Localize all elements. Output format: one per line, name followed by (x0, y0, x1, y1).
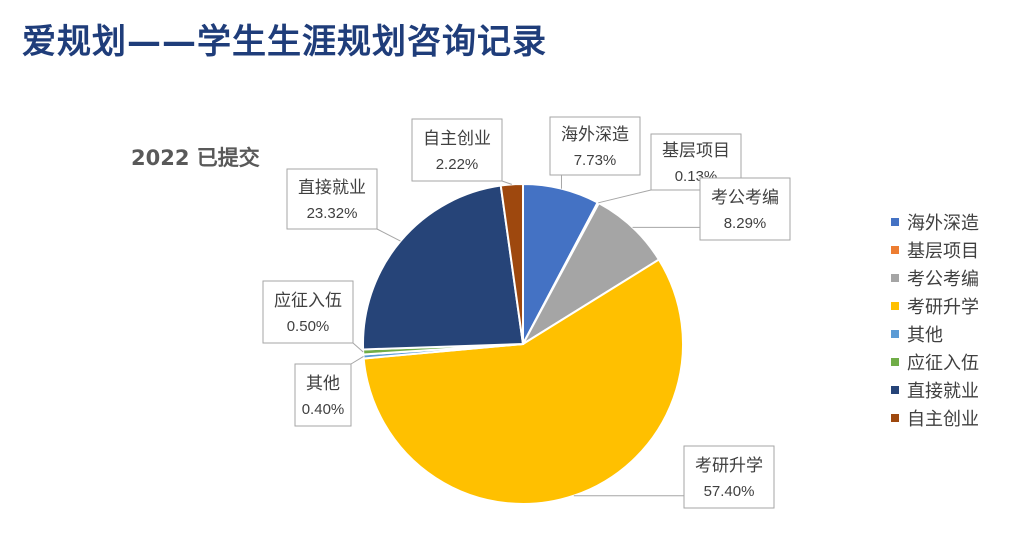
leader-line-5 (350, 356, 364, 365)
data-label-value: 7.73% (574, 152, 617, 169)
legend-item: 自主创业 (891, 404, 979, 432)
chart-title: 2022 已提交 (131, 146, 260, 170)
legend-item: 基层项目 (891, 236, 979, 264)
legend-swatch (891, 274, 899, 282)
legend-swatch (891, 414, 899, 422)
legend-label: 自主创业 (907, 409, 979, 430)
data-label-category: 直接就业 (298, 178, 366, 198)
legend-item: 应征入伍 (891, 348, 979, 376)
legend-swatch (891, 218, 899, 226)
legend-swatch (891, 246, 899, 254)
legend-item: 直接就业 (891, 376, 979, 404)
leader-line-2 (598, 189, 652, 204)
pie-slice-4 (362, 258, 684, 505)
data-label-box (683, 445, 775, 509)
legend-item: 其他 (891, 320, 979, 348)
legend-label: 考研升学 (907, 297, 979, 318)
leader-line-7 (376, 228, 401, 242)
data-label-box (549, 116, 641, 176)
data-label-category: 其他 (306, 374, 340, 394)
legend-label: 海外深造 (907, 213, 979, 234)
data-label-box (699, 177, 791, 241)
leader-line-6 (352, 342, 364, 353)
legend-label: 直接就业 (907, 381, 979, 402)
data-label-value: 23.32% (307, 205, 358, 222)
data-label-box (286, 168, 378, 230)
legend-swatch (891, 302, 899, 310)
legend-item: 考公考编 (891, 264, 979, 292)
data-label-7: 直接就业 23.32% (286, 168, 378, 230)
legend-label: 应征入伍 (907, 353, 979, 374)
data-label-value: 8.29% (724, 215, 767, 232)
data-label-box (262, 280, 354, 344)
data-label-value: 2.22% (436, 156, 479, 173)
data-label-value: 0.50% (287, 318, 330, 335)
data-label-4: 考研升学 57.40% (683, 445, 775, 509)
data-label-value: 0.40% (302, 401, 345, 418)
legend-swatch (891, 386, 899, 394)
data-label-category: 考公考编 (711, 188, 779, 208)
data-label-5: 其他 0.40% (294, 363, 352, 427)
label-leader-lines (350, 175, 700, 497)
data-label-8: 自主创业 2.22% (411, 118, 503, 182)
legend-label: 其他 (907, 325, 943, 346)
data-label-box (294, 363, 352, 427)
data-label-category: 基层项目 (662, 141, 730, 161)
pie-slices (362, 182, 684, 505)
legend-item: 考研升学 (891, 292, 979, 320)
page-title: 爱规划——学生生涯规划咨询记录 (22, 22, 547, 62)
data-label-6: 应征入伍 0.50% (262, 280, 354, 344)
data-label-category: 应征入伍 (274, 291, 342, 311)
legend-label: 基层项目 (907, 241, 979, 262)
legend-swatch (891, 358, 899, 366)
data-label-category: 自主创业 (423, 129, 491, 149)
data-label-box (411, 118, 503, 182)
data-label-3: 考公考编 8.29% (699, 177, 791, 241)
data-label-1: 海外深造 7.73% (549, 116, 641, 176)
legend-swatch (891, 330, 899, 338)
chart-legend: 海外深造基层项目考公考编考研升学其他应征入伍直接就业自主创业 (891, 208, 979, 432)
data-label-category: 考研升学 (695, 456, 763, 476)
pie-slice-7 (362, 184, 525, 351)
legend-item: 海外深造 (891, 208, 979, 236)
legend-label: 考公考编 (907, 269, 979, 290)
data-label-category: 海外深造 (561, 125, 629, 145)
leader-line-8 (501, 180, 513, 185)
data-label-value: 57.40% (704, 483, 755, 500)
